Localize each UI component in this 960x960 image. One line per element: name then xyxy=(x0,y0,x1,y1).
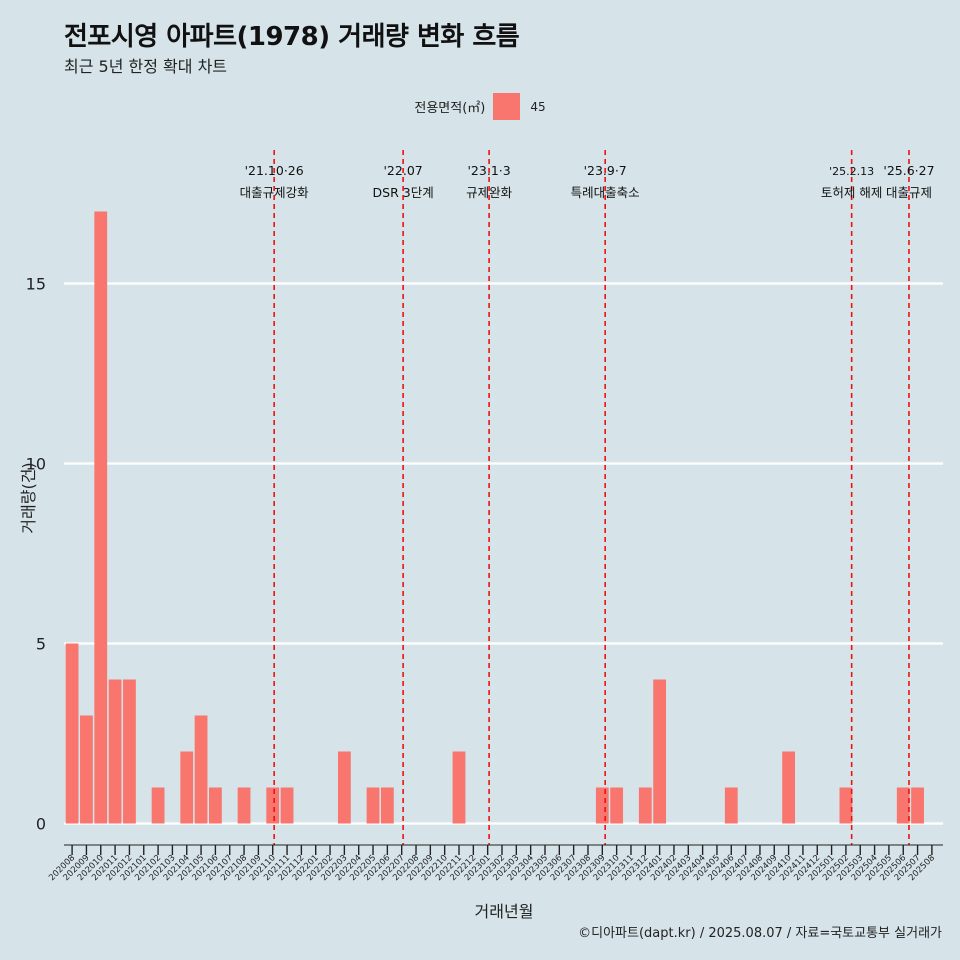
bar-202008 xyxy=(65,643,79,824)
bar-202406 xyxy=(724,787,738,824)
legend: 전용면적(㎡) 45 xyxy=(0,93,960,120)
bar-202111 xyxy=(280,787,294,824)
bar-202012 xyxy=(123,679,136,824)
event-label-2: 규제완화 xyxy=(466,185,513,200)
bar-202507 xyxy=(911,787,924,824)
bar-202401 xyxy=(653,679,667,824)
bar-202010 xyxy=(94,211,108,824)
legend-entry-label: 45 xyxy=(530,99,546,114)
event-date-2: '23.1·3 xyxy=(468,163,511,178)
event-date-1: '22.07 xyxy=(384,163,423,178)
legend-key xyxy=(493,93,521,120)
event-date-4: '25.2.13 xyxy=(829,165,874,178)
bar-202205 xyxy=(366,787,380,824)
event-label-0: 대출규제강화 xyxy=(240,185,310,200)
chart-subtitle: 최근 5년 한정 확대 차트 xyxy=(64,57,228,76)
bar-202410 xyxy=(782,751,795,824)
bar-202502 xyxy=(839,787,853,824)
bar-202310 xyxy=(610,787,624,824)
bar-202206 xyxy=(380,787,394,824)
event-label-4: 토허제 해제 xyxy=(821,185,882,200)
bar-202106 xyxy=(209,787,222,824)
bar-202011 xyxy=(108,679,122,824)
event-date-0: '21.10·26 xyxy=(245,163,304,178)
chart-title: 전포시영 아파트(1978) 거래량 변화 흐름 xyxy=(64,22,520,52)
y-tick-label: 15 xyxy=(26,275,46,294)
event-label-3: 특례대출축소 xyxy=(571,185,640,200)
bar-202105 xyxy=(194,715,208,824)
y-tick-label: 5 xyxy=(36,635,46,654)
bar-202203 xyxy=(337,751,351,824)
event-label-1: DSR 3단계 xyxy=(373,185,434,200)
bar-202009 xyxy=(80,715,93,824)
bar-202104 xyxy=(180,751,194,824)
y-tick-label: 10 xyxy=(26,455,46,474)
y-axis-label: 거래량(건) xyxy=(19,462,38,534)
x-axis-label: 거래년월 xyxy=(474,902,534,921)
event-date-3: '23.9·7 xyxy=(584,163,627,178)
legend-title: 전용면적(㎡) xyxy=(414,101,486,116)
event-label-5: 대출규제 xyxy=(886,185,932,200)
bar-202211 xyxy=(452,751,466,824)
caption: ©디아파트(dapt.kr) / 2025.08.07 / 자료=국토교통부 실… xyxy=(578,926,942,941)
y-tick-label: 0 xyxy=(36,815,46,834)
bar-202506 xyxy=(896,787,910,824)
event-date-5: '25.6·27 xyxy=(883,163,934,178)
bar-202309 xyxy=(595,787,609,824)
bar-202110 xyxy=(266,787,280,824)
bar-202108 xyxy=(237,787,251,824)
bar-202312 xyxy=(638,787,652,824)
bar-202102 xyxy=(151,787,165,824)
